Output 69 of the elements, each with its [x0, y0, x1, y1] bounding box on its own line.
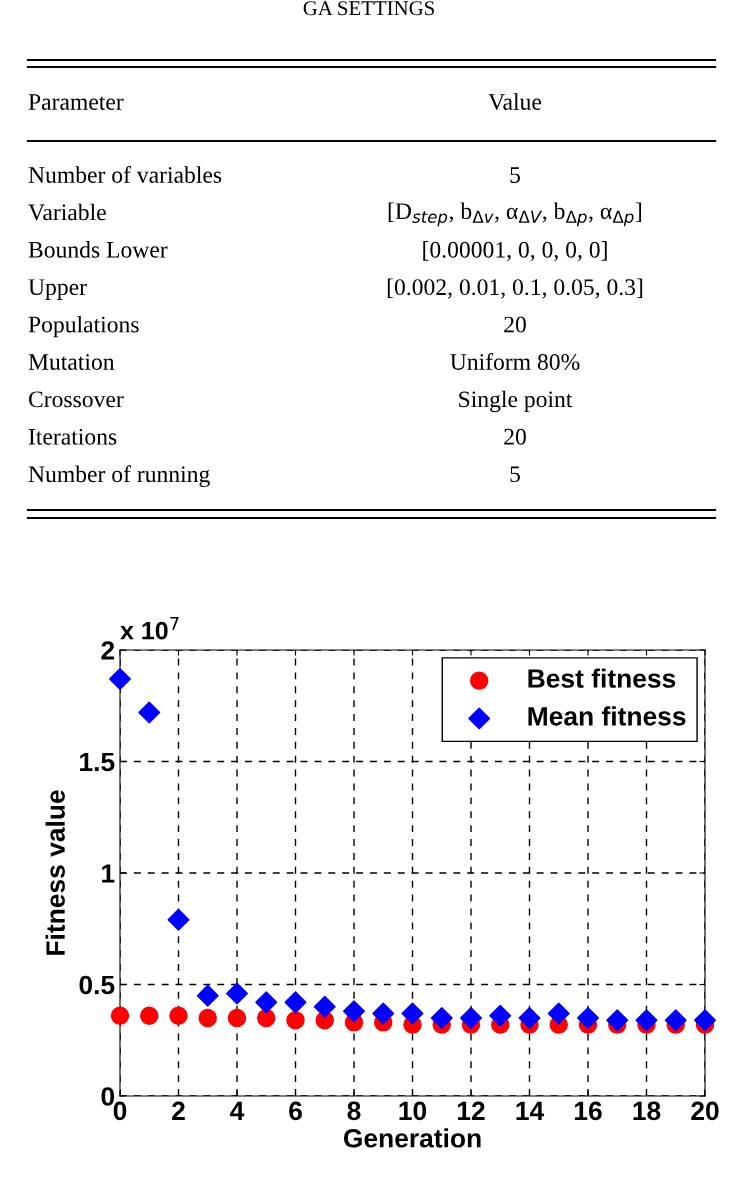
category-label: Crossover [28, 391, 124, 408]
point [401, 1002, 424, 1025]
point [460, 1006, 482, 1029]
point [313, 995, 336, 1018]
point [635, 1009, 658, 1032]
category-label: Number of running [28, 465, 210, 488]
point [226, 982, 248, 1005]
point [664, 1009, 687, 1032]
text: 5 [510, 167, 520, 183]
point [138, 701, 161, 724]
point [257, 1008, 276, 1028]
point [489, 1004, 512, 1027]
x-tick-label: 12 [457, 1101, 485, 1120]
point [372, 1002, 395, 1025]
point [547, 1002, 570, 1025]
y-tick-label: 2 [101, 641, 115, 660]
category-label: Parameter [28, 94, 124, 110]
text: GA SETTINGS [303, 1, 434, 16]
point [110, 1006, 130, 1025]
point [196, 984, 219, 1007]
x-tick-label: 4 [230, 1101, 245, 1120]
x-tick-label: 14 [516, 1101, 545, 1120]
x-tick-label: 8 [347, 1101, 361, 1121]
x-tick-label: 16 [574, 1101, 602, 1121]
text: [0.00001, 0, 0, 0, 0] [423, 241, 607, 262]
point [577, 1006, 599, 1029]
category-label: Variable [28, 203, 106, 221]
category-label: Mutation [28, 354, 115, 370]
legend-label: Mean fitness [528, 706, 686, 726]
text: Single point [459, 390, 573, 413]
point [430, 1006, 453, 1029]
point [518, 1006, 541, 1029]
point [109, 667, 131, 690]
text: [0.002, 0.01, 0.1, 0.05, 0.3] [387, 278, 643, 299]
point [140, 1006, 159, 1025]
text: x 10$^{7}$ [120, 616, 179, 640]
y-tick-label: 0 [101, 1087, 115, 1106]
point [167, 908, 190, 931]
y-tick-label: 1 [102, 864, 115, 883]
text: Uniform 80% [450, 353, 580, 370]
text: Value [488, 93, 542, 111]
y-axis-title: Fitness value [45, 790, 65, 955]
x-axis-title: Generation [343, 1128, 481, 1148]
category-label: Bounds Lower [28, 241, 168, 258]
x-tick-label: 6 [289, 1101, 302, 1121]
y-tick-label: 1.5 [80, 752, 115, 772]
point [286, 1010, 305, 1030]
legend-label: Best fitness [528, 668, 676, 688]
text: 20 [504, 316, 526, 333]
x-tick-label: 18 [633, 1101, 661, 1121]
point [169, 1006, 188, 1025]
text: 20 [504, 428, 526, 445]
text: 5 [510, 466, 520, 483]
point [284, 991, 307, 1014]
point [694, 1009, 716, 1032]
text: [D$_{step}$, b$_{Δv}$, α$_{ΔV}$, b$_{Δp}$, α$_{Δp}$] [388, 202, 642, 227]
point [227, 1008, 247, 1028]
category-label: Upper [28, 279, 87, 300]
point [606, 1009, 629, 1032]
category-label: Iterations [28, 428, 117, 445]
x-tick-label: 10 [399, 1101, 427, 1121]
point [343, 1000, 365, 1023]
x-tick-label: 20 [691, 1101, 719, 1121]
y-tick-label: 0.5 [79, 975, 115, 995]
category-label: Number of variables [28, 166, 222, 183]
x-tick-label: 2 [172, 1101, 185, 1120]
point [198, 1008, 217, 1028]
category-label: Populations [28, 315, 139, 338]
point [255, 991, 278, 1014]
